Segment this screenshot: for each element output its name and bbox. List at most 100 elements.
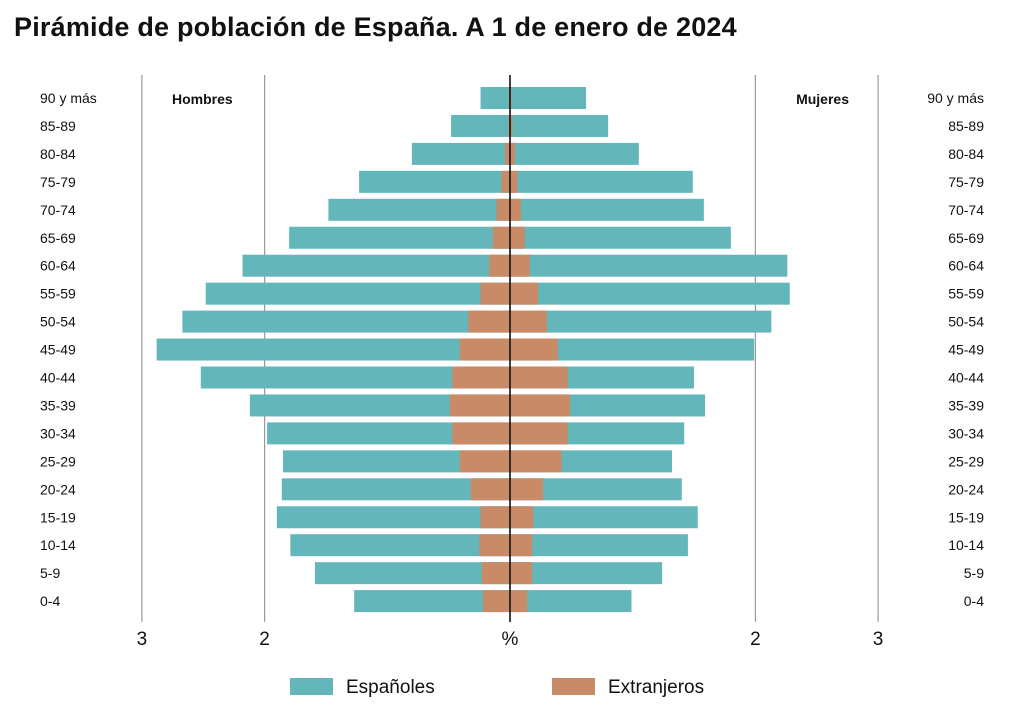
age-label-left-0: 90 y más [40,90,97,106]
age-label-left-3: 75-79 [40,174,76,190]
age-label-left-7: 55-59 [40,286,76,302]
bar-extranjeros-hombres-16 [479,534,510,557]
bar-espanoles-hombres-6 [242,254,511,277]
bar-extranjeros-mujeres-8 [510,310,547,333]
bar-extranjeros-hombres-2 [505,142,510,165]
age-label-left-15: 15-19 [40,509,76,525]
bar-extranjeros-hombres-5 [492,226,510,249]
age-label-left-4: 70-74 [40,202,76,218]
age-label-right-3: 75-79 [948,174,984,190]
bar-espanoles-mujeres-7 [510,282,790,305]
bar-extranjeros-mujeres-16 [510,534,533,557]
bar-extranjeros-mujeres-10 [510,366,568,389]
bar-espanoles-hombres-0 [480,87,510,109]
age-label-left-5: 65-69 [40,230,76,246]
age-label-right-7: 55-59 [948,286,984,302]
bar-espanoles-mujeres-8 [510,310,772,333]
age-label-right-8: 50-54 [948,314,984,330]
age-label-right-9: 45-49 [948,342,984,358]
age-label-right-13: 25-29 [948,453,984,469]
x-tick-label-3: 2 [259,629,270,650]
x-tick-label-2: 3 [137,629,148,650]
age-label-left-1: 85-89 [40,118,76,134]
age-labels: 90 y más 90 y más 85-89 85-89 80-84 80-84 75-7… [40,90,984,609]
bar-espanoles-hombres-18 [354,590,510,613]
bar-espanoles-hombres-4 [328,198,510,221]
age-label-left-12: 30-34 [40,425,76,441]
bar-extranjeros-mujeres-18 [510,590,528,613]
bar-extranjeros-hombres-15 [480,506,510,529]
bar-espanoles-hombres-10 [200,366,510,389]
bar-extranjeros-mujeres-17 [510,562,533,585]
bar-espanoles-mujeres-1 [510,114,609,137]
bar-espanoles-hombres-9 [156,338,510,361]
bar-extranjeros-hombres-12 [452,422,510,445]
age-label-left-13: 25-29 [40,453,76,469]
legend-swatch-extranjeros [552,678,595,695]
bar-espanoles-mujeres-17 [510,562,663,585]
bar-extranjeros-hombres-3 [501,170,510,193]
legend-label-extranjeros: Extranjeros [608,677,704,698]
age-label-right-12: 30-34 [948,425,984,441]
bar-espanoles-mujeres-2 [510,142,639,165]
age-label-left-16: 10-14 [40,537,76,553]
age-label-left-11: 35-39 [40,397,76,413]
age-label-left-17: 5-9 [40,565,60,581]
bar-espanoles-mujeres-5 [510,226,731,249]
bar-espanoles-mujeres-9 [510,338,755,361]
bar-extranjeros-mujeres-15 [510,506,534,529]
bar-extranjeros-mujeres-7 [510,282,539,305]
age-label-right-14: 20-24 [948,481,984,497]
hombres-label: Hombres [172,91,233,107]
bar-espanoles-hombres-3 [359,170,510,193]
bar-extranjeros-mujeres-14 [510,478,544,501]
bar-espanoles-mujeres-4 [510,198,704,221]
bar-extranjeros-hombres-17 [481,562,510,585]
age-label-right-4: 70-74 [948,202,984,218]
bar-extranjeros-hombres-18 [483,590,510,613]
legend: Españoles Extranjeros [290,677,704,698]
bar-extranjeros-mujeres-6 [510,254,530,277]
bar-extranjeros-hombres-10 [452,366,510,389]
bar-extranjeros-hombres-8 [468,310,510,333]
bar-espanoles-mujeres-14 [510,478,682,501]
age-label-right-6: 60-64 [948,258,984,274]
bar-extranjeros-hombres-4 [496,198,510,221]
bar-espanoles-hombres-16 [290,534,510,557]
age-label-right-5: 65-69 [948,230,984,246]
x-tick-labels: 6532%2356 [137,629,884,650]
bar-espanoles-mujeres-0 [510,87,587,109]
mujeres-label: Mujeres [796,91,849,107]
age-label-left-18: 0-4 [40,593,60,609]
bar-extranjeros-hombres-11 [449,394,510,417]
age-label-left-9: 45-49 [40,342,76,358]
bar-espanoles-mujeres-15 [510,506,698,529]
bar-espanoles-hombres-15 [276,506,510,529]
bar-espanoles-hombres-7 [205,282,511,305]
bar-espanoles-hombres-11 [249,394,510,417]
bar-extranjeros-hombres-14 [470,478,510,501]
x-tick-label-4: % [502,629,519,650]
age-label-left-6: 60-64 [40,258,76,274]
x-tick-label-5: 2 [750,629,761,650]
bar-espanoles-mujeres-16 [510,534,688,557]
age-label-right-11: 35-39 [948,397,984,413]
bar-extranjeros-hombres-6 [489,254,510,277]
bar-espanoles-mujeres-3 [510,170,693,193]
age-label-right-18: 0-4 [964,593,984,609]
bar-espanoles-hombres-8 [182,310,511,333]
bar-extranjeros-mujeres-3 [510,170,518,193]
bar-espanoles-hombres-13 [283,450,510,473]
legend-label-espanoles: Españoles [346,677,435,698]
age-label-right-0: 90 y más [927,90,984,106]
bar-extranjeros-mujeres-2 [510,142,515,165]
bar-espanoles-hombres-1 [451,114,510,137]
age-label-right-10: 40-44 [948,370,984,386]
age-label-left-14: 20-24 [40,481,76,497]
age-label-left-10: 40-44 [40,370,76,386]
bar-espanoles-mujeres-18 [510,590,632,613]
bar-espanoles-hombres-12 [267,422,510,445]
age-label-right-17: 5-9 [964,565,984,581]
bar-extranjeros-mujeres-5 [510,226,525,249]
